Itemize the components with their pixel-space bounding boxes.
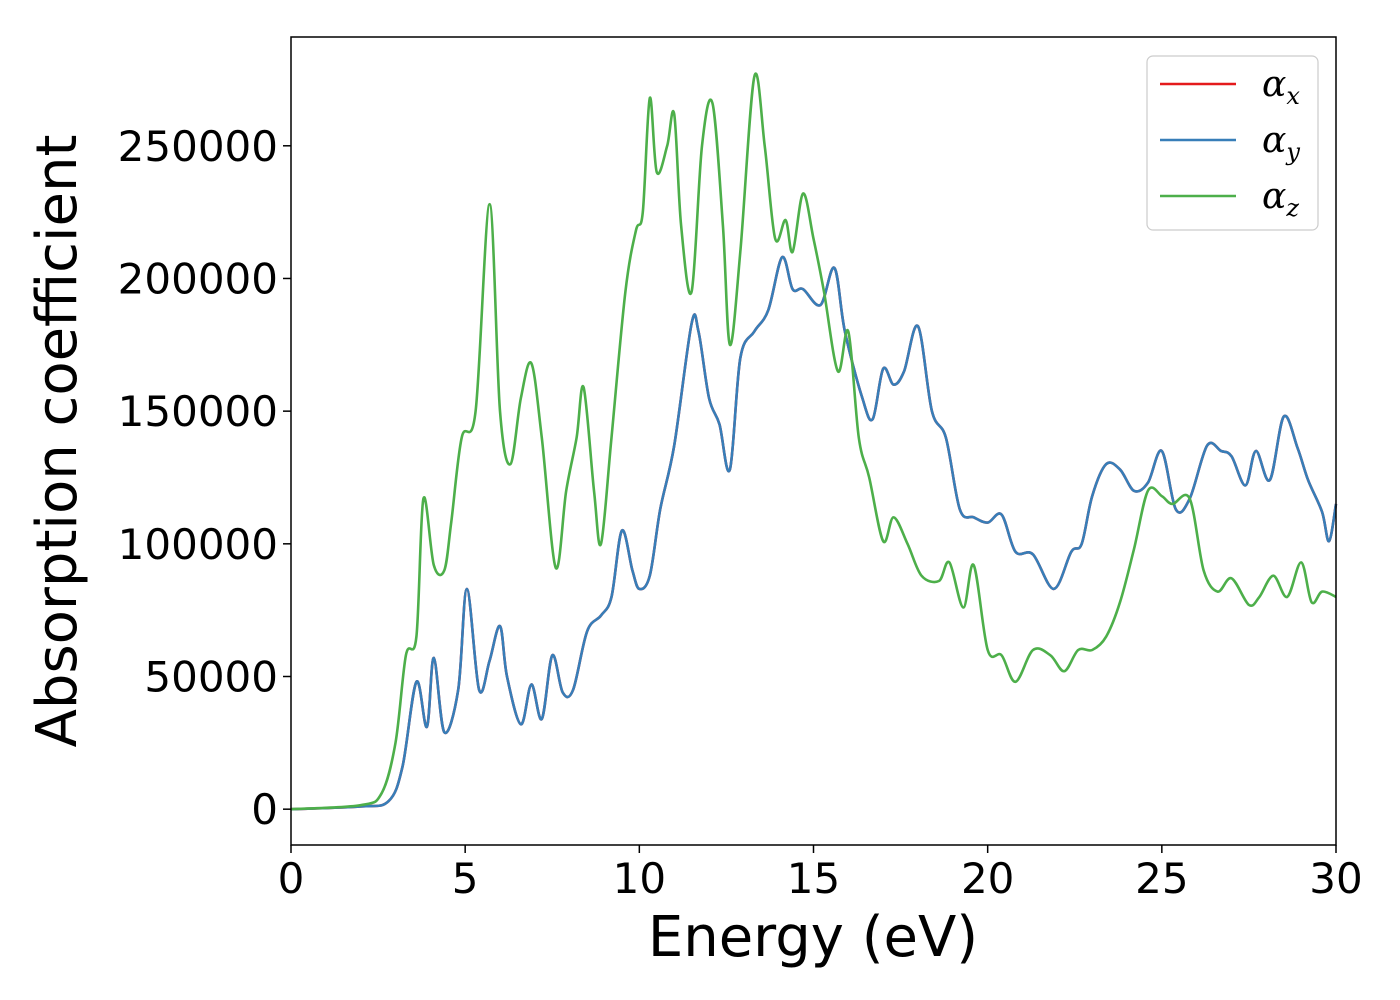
x-tick-label: 20	[961, 854, 1014, 903]
y-tick-label: 200000	[118, 254, 278, 303]
x-axis-title: Energy (eV)	[648, 905, 978, 970]
series-layer	[290, 72, 1338, 811]
y-axis-title: Absorption coefficient	[25, 135, 90, 748]
x-tick-label: 10	[613, 854, 666, 903]
y-tick-label: 150000	[118, 387, 278, 436]
y-tick-label: 100000	[118, 520, 278, 569]
legend-label-z: αz	[1262, 176, 1299, 222]
x-tick-label: 5	[452, 854, 479, 903]
x-tick-label: 25	[1135, 854, 1188, 903]
x-tick-label: 15	[787, 854, 840, 903]
series-line-y	[290, 255, 1338, 811]
y-axis-ticks: 0 50000 100000 150000 200000 250000	[118, 122, 291, 834]
y-tick-label: 0	[251, 785, 278, 834]
legend-box	[1146, 55, 1319, 231]
series-line-x	[290, 255, 1338, 811]
y-tick-label: 50000	[144, 653, 278, 702]
legend-label-x: αx	[1262, 64, 1300, 110]
x-axis-ticks: 0 5 10 15 20 25 30	[278, 845, 1363, 903]
y-tick-label: 250000	[118, 122, 278, 171]
legend-label-y: αy	[1262, 120, 1300, 166]
legend: αx αy αz	[1146, 55, 1319, 231]
series-line-z	[290, 72, 1337, 811]
x-tick-label: 0	[278, 854, 305, 903]
x-tick-label: 30	[1309, 854, 1362, 903]
